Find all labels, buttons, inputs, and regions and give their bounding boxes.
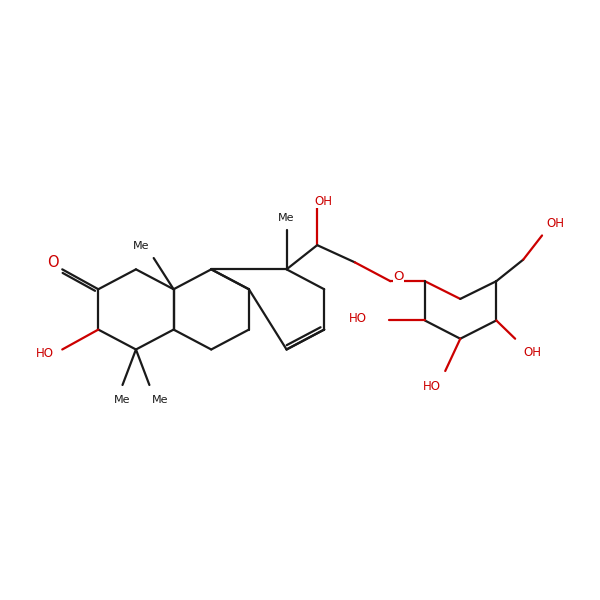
Text: Me: Me — [278, 213, 295, 223]
Text: OH: OH — [547, 217, 565, 230]
Text: O: O — [393, 271, 404, 283]
Text: OH: OH — [314, 194, 332, 208]
Text: Me: Me — [114, 395, 131, 404]
Text: HO: HO — [423, 380, 441, 392]
Text: O: O — [47, 256, 58, 271]
Text: HO: HO — [35, 347, 53, 360]
Text: OH: OH — [523, 346, 541, 359]
Text: Me: Me — [133, 241, 149, 251]
Text: HO: HO — [349, 313, 367, 325]
Text: Me: Me — [152, 395, 169, 404]
